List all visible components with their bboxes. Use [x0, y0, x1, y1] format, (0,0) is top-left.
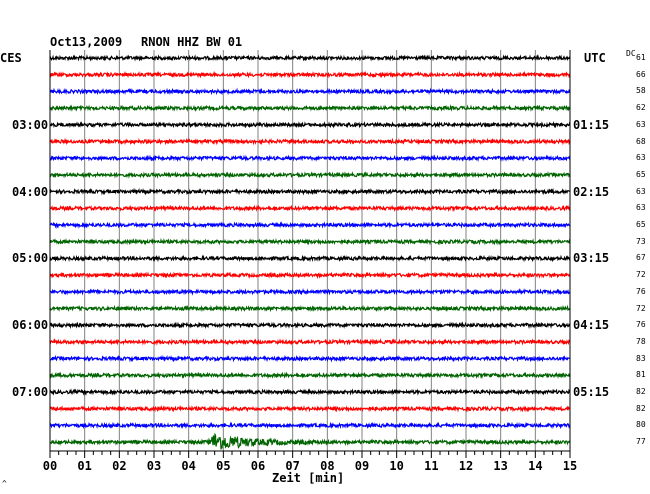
dc-offset-value: 78: [636, 336, 646, 346]
dc-offset-value: 63: [636, 186, 646, 196]
trace-row-16: [49, 321, 571, 330]
dc-offset-value: 65: [636, 220, 646, 229]
x-tick-label: 08: [320, 459, 335, 473]
dc-offset-value: 77: [636, 437, 646, 447]
dc-offset-value: 81: [636, 370, 646, 380]
local-timezone-label: CES: [0, 51, 22, 65]
trace-row-15: [49, 304, 571, 313]
dc-offset-value: 63: [636, 203, 646, 213]
dc-offset-value: 66: [636, 69, 646, 79]
dc-offset-value: 67: [636, 253, 646, 263]
dc-offset-value: 65: [636, 169, 646, 179]
trace-row-17: [49, 338, 571, 346]
dc-offset-value: 83: [636, 353, 646, 363]
x-tick-label: 14: [528, 459, 543, 473]
dc-offset-value: 63: [636, 119, 646, 129]
date-label: Oct13,2009: [50, 35, 123, 49]
utc-time-label: 03:15: [573, 251, 610, 266]
trace-row-23: [49, 432, 571, 450]
x-tick-label: 15: [562, 459, 578, 473]
dc-offset-value: 61: [636, 53, 646, 62]
trace-row-2: [49, 87, 571, 96]
trace-row-20: [49, 388, 571, 396]
dc-offset-value: 82: [636, 387, 646, 396]
x-tick-label: 00: [42, 459, 58, 473]
dc-offset-value: 76: [636, 286, 646, 296]
utc-time-label: 01:15: [573, 117, 610, 132]
x-tick-label: 07: [285, 459, 300, 473]
trace-row-0: [49, 54, 571, 62]
local-time-label: 05:00: [12, 251, 49, 266]
utc-time-label: 05:15: [573, 385, 610, 399]
utc-time-label: 04:15: [573, 318, 610, 333]
x-tick-label: 02: [112, 459, 127, 473]
local-time-label: 07:00: [12, 385, 49, 399]
x-tick-label: 09: [354, 459, 370, 473]
trace-row-6: [49, 154, 571, 163]
minute-grid: [49, 50, 571, 451]
dc-offset-header: DC: [626, 49, 636, 58]
x-tick-label: 04: [181, 459, 196, 473]
local-time-label: 03:00: [12, 117, 49, 132]
station-label: RNON HHZ BW 01: [141, 35, 243, 49]
utc-timezone-label: UTC: [584, 51, 606, 65]
trace-row-21: [49, 404, 571, 413]
local-time-label: 04:00: [12, 184, 49, 199]
utc-time-label: 02:15: [573, 184, 610, 199]
dc-offset-value: 72: [636, 303, 646, 313]
trace-row-9: [49, 204, 571, 213]
x-tick-label: 11: [424, 459, 439, 473]
x-tick-label: 05: [216, 459, 231, 473]
x-tick-label: 06: [250, 459, 266, 473]
dc-offset-value: 58: [636, 86, 646, 96]
seismic-traces: [49, 54, 571, 450]
corner-mark: ^: [2, 479, 7, 488]
dc-offset-value: 76: [636, 320, 646, 330]
trace-row-10: [49, 221, 571, 229]
trace-row-14: [49, 287, 571, 296]
dc-offset-value: 72: [636, 270, 646, 280]
dc-offset-value: 68: [636, 136, 646, 146]
time-axis: [49, 50, 571, 458]
x-tick-label: 01: [77, 459, 92, 473]
trace-row-22: [49, 421, 571, 430]
dc-offset-value: 63: [636, 153, 646, 163]
trace-row-19: [49, 371, 571, 380]
x-axis-title: Zeit [min]: [272, 471, 345, 485]
trace-row-11: [49, 237, 571, 246]
trace-row-5: [49, 137, 571, 146]
trace-row-13: [49, 271, 571, 280]
trace-row-18: [49, 354, 571, 363]
trace-row-3: [49, 104, 571, 112]
local-time-label: 06:00: [12, 318, 49, 333]
dc-offset-value: 62: [636, 103, 646, 113]
dc-offset-value: 82: [636, 403, 646, 413]
trace-row-7: [49, 171, 571, 179]
trace-row-4: [49, 120, 571, 129]
x-tick-label: 10: [389, 459, 404, 473]
x-tick-label: 03: [146, 459, 162, 473]
trace-row-12: [49, 254, 571, 263]
trace-row-1: [49, 70, 571, 79]
trace-row-8: [49, 187, 571, 196]
x-tick-label: 13: [493, 459, 508, 473]
x-tick-label: 12: [458, 459, 474, 473]
dc-offset-value: 80: [636, 420, 646, 430]
dc-offset-value: 73: [636, 236, 646, 246]
